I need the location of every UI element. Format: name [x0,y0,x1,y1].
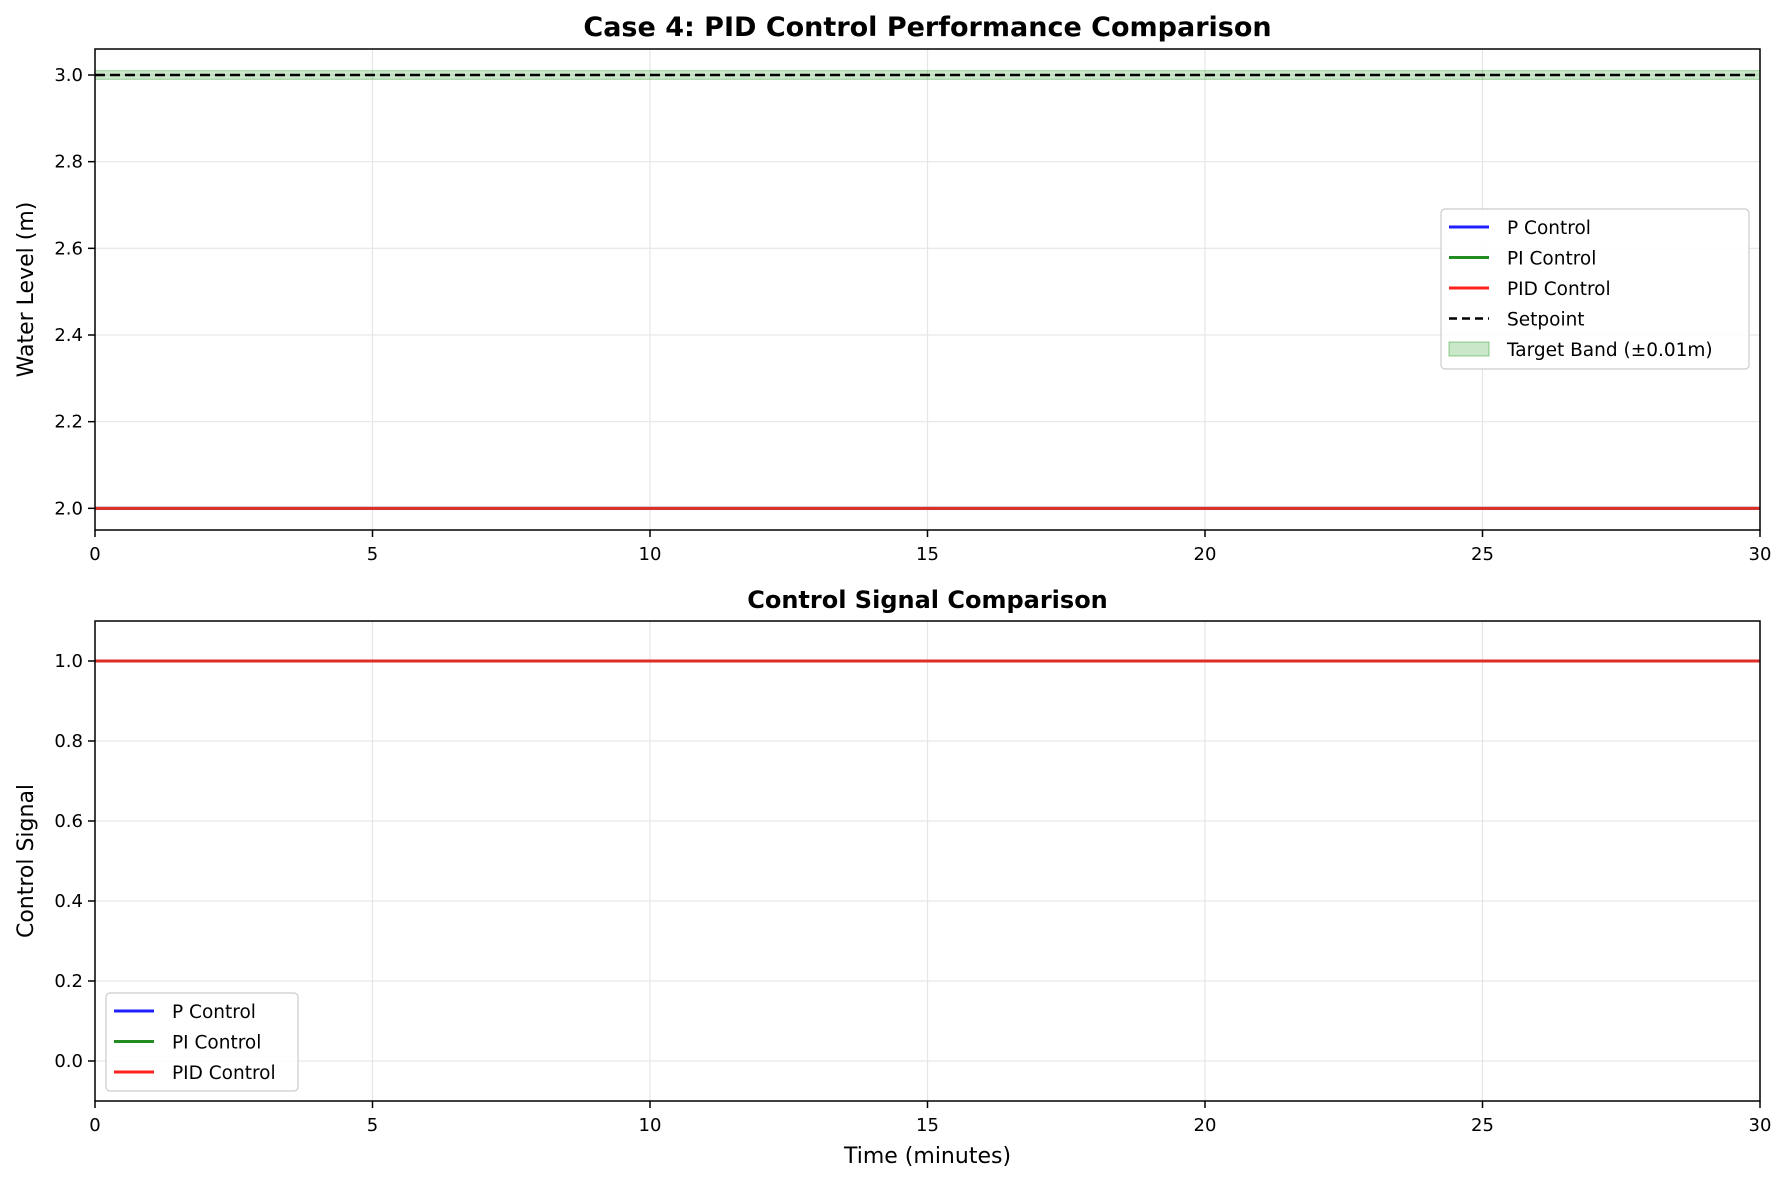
x-tick-label: 30 [1749,1115,1772,1136]
x-tick-label: 10 [639,544,662,565]
x-tick-label: 15 [916,544,939,565]
y-tick-label: 2.0 [54,498,83,519]
legend-label: PID Control [172,1063,276,1084]
y-axis-label: Water Level (m) [14,202,39,378]
legend: P Control PI Control PID Control Setpoint Ta… [1440,208,1750,370]
y-tick-label: 0.6 [54,811,83,832]
y-tick-label: 0.2 [54,971,83,992]
y-tick-label: 0.8 [54,731,83,752]
legend-label: Setpoint [1507,310,1585,331]
x-tick-label: 25 [1471,544,1494,565]
y-tick-label: 1.0 [54,651,83,672]
legend-label: P Control [1507,218,1591,239]
legend-box [105,992,299,1092]
legend-swatch [1448,341,1490,357]
y-axis-label: Control Signal [14,784,39,938]
x-tick-label: 15 [916,1115,939,1136]
legend-label: Target Band (±0.01m) [1506,340,1713,361]
chart-panel-2: 0 5 10 15 20 25 30 0.0 0.2 0.4 0.6 0.8 1.0 Control Si… [14,586,1771,1169]
y-tick-label: 0.4 [54,891,83,912]
x-tick-label: 25 [1471,1115,1494,1136]
legend-label: PI Control [1507,249,1596,270]
y-tick-label: 2.4 [54,325,83,346]
chart-title: Case 4: PID Control Performance Comparis… [583,12,1271,43]
x-tick-label: 20 [1194,1115,1217,1136]
x-tick-label: 30 [1749,544,1772,565]
x-tick-label: 0 [89,1115,100,1136]
legend-box [1440,208,1750,370]
x-tick-label: 0 [89,544,100,565]
legend: P Control PI Control PID Control [105,992,299,1092]
chart-panel-1: 0 5 10 15 20 25 30 2.0 2.2 2.4 2.6 2.8 3.0 Case 4: PI… [14,12,1771,565]
y-tick-label: 2.6 [54,238,83,259]
x-tick-label: 5 [367,1115,378,1136]
chart-title: Control Signal Comparison [747,586,1108,614]
x-axis-label: Time (minutes) [843,1144,1011,1169]
y-tick-label: 2.8 [54,152,83,173]
legend-label: PID Control [1507,279,1611,300]
x-tick-label: 5 [367,544,378,565]
y-tick-label: 0.0 [54,1051,83,1072]
x-tick-label: 10 [639,1115,662,1136]
legend-label: PI Control [172,1033,261,1054]
y-tick-label: 3.0 [54,65,83,86]
legend-label: P Control [172,1002,256,1023]
y-tick-label: 2.2 [54,412,83,433]
x-tick-label: 20 [1194,544,1217,565]
